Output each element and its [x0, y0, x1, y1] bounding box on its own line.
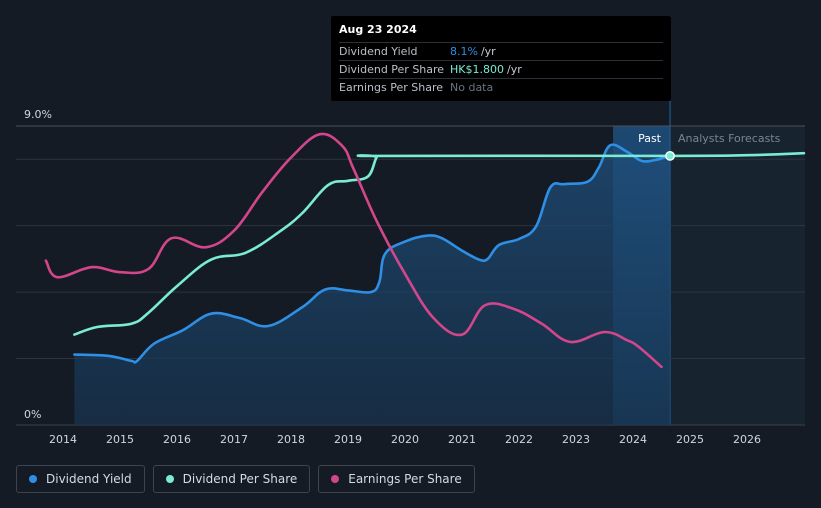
- legend-item-dividend-yield[interactable]: Dividend Yield: [16, 465, 145, 493]
- x-tick-label: 2014: [49, 433, 77, 446]
- tooltip-row-earnings-per-share: Earnings Per Share No data: [339, 78, 663, 96]
- forecast-label: Analysts Forecasts: [678, 132, 781, 145]
- earnings-per-share-line[interactable]: [44, 132, 663, 369]
- dividend-yield-area: [74, 144, 671, 425]
- legend-label: Dividend Yield: [46, 472, 132, 486]
- x-tick-label: 2016: [163, 433, 191, 446]
- x-tick-label: 2020: [391, 433, 419, 446]
- legend-item-earnings-per-share[interactable]: Earnings Per Share: [318, 465, 475, 493]
- tooltip-label: Dividend Per Share: [339, 63, 445, 76]
- marker-layer: [665, 150, 675, 161]
- x-tick-label: 2015: [106, 433, 134, 446]
- tooltip-unit: /yr: [506, 63, 522, 76]
- x-tick-label: 2017: [220, 433, 248, 446]
- legend: Dividend Yield Dividend Per Share Earnin…: [16, 465, 475, 493]
- legend-item-dividend-per-share[interactable]: Dividend Per Share: [152, 465, 311, 493]
- legend-dot-icon: [29, 475, 37, 483]
- x-axis-ticks: 2014 2015 2016 2017 2018 2019 2020 2021 2022 2023…: [49, 433, 761, 446]
- legend-label: Earnings Per Share: [348, 472, 462, 486]
- tooltip-row-dividend-yield: Dividend Yield 8.1% /yr: [339, 42, 663, 60]
- tooltip-value: 8.1%: [450, 45, 478, 58]
- x-tick-label: 2025: [676, 433, 704, 446]
- dividend-per-share-line[interactable]: [73, 151, 806, 336]
- tooltip-label: Dividend Yield: [339, 45, 418, 58]
- y-label-bottom: 0%: [24, 408, 41, 421]
- tooltip-date: Aug 23 2024: [339, 23, 417, 36]
- area-layer: [74, 144, 671, 425]
- tooltip-value: HK$1.800: [450, 63, 504, 76]
- x-tick-label: 2026: [733, 433, 761, 446]
- present-marker[interactable]: [665, 150, 675, 161]
- axis-labels: 9.0% 0% Past Analysts Forecasts: [24, 108, 781, 421]
- y-label-top: 9.0%: [24, 108, 52, 121]
- past-label: Past: [638, 132, 662, 145]
- x-tick-label: 2018: [277, 433, 305, 446]
- forecast-region: [670, 126, 805, 425]
- tooltip: Aug 23 2024 Dividend Yield 8.1% /yr Divi…: [331, 16, 671, 101]
- x-tick-label: 2021: [448, 433, 476, 446]
- x-tick-label: 2022: [505, 433, 533, 446]
- series-lines: [44, 132, 806, 369]
- x-tick-label: 2024: [619, 433, 647, 446]
- x-tick-label: 2019: [334, 433, 362, 446]
- legend-dot-icon: [165, 475, 174, 483]
- x-tick-label: 2023: [562, 433, 590, 446]
- tooltip-label: Earnings Per Share: [339, 81, 444, 94]
- legend-label: Dividend Per Share: [182, 472, 298, 486]
- tooltip-unit: /yr: [480, 45, 496, 58]
- dividend-yield-line[interactable]: [73, 143, 672, 364]
- tooltip-value: No data: [450, 81, 494, 94]
- legend-dot-icon: [331, 475, 340, 483]
- tooltip-row-dividend-per-share: Dividend Per Share HK$1.800 /yr: [339, 60, 663, 78]
